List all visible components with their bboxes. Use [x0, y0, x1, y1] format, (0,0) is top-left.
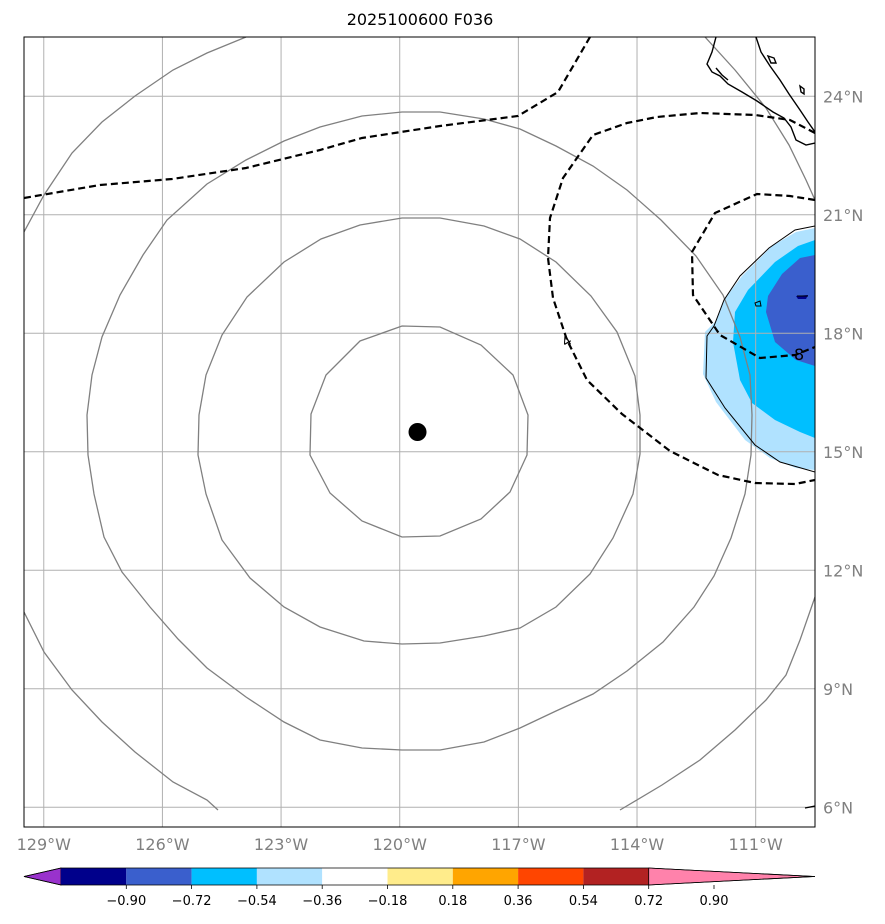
colorbar-segment-0 [61, 868, 127, 885]
lon-label-1: 126°W [135, 835, 190, 854]
colorbar-tick-label-6: 0.36 [504, 894, 533, 909]
colorbar-extend-min [23, 867, 62, 886]
range-ring-2 [197, 217, 641, 645]
storm-center-marker [408, 423, 427, 441]
colorbar-tick-label-9: 0.90 [700, 894, 729, 909]
colorbar-tick-labels: −0.90 −0.72 −0.54 −0.36 −0.18 0.18 0.36 0.54 0.7… [106, 885, 728, 909]
lat-label-2: 18°N [823, 324, 863, 343]
lat-label-4: 12°N [823, 561, 863, 580]
lon-label-2: 123°W [254, 835, 309, 854]
coastline-fragment [715, 67, 729, 81]
colorbar-tick-label-7: 0.54 [569, 894, 598, 909]
lat-label-1: 21°N [823, 206, 863, 225]
shaded-anomaly-field [703, 228, 815, 470]
solid-contours [705, 225, 815, 473]
dashed-contour-north [24, 37, 591, 200]
coastline [706, 37, 815, 809]
lat-label-6: 6°N [823, 798, 853, 817]
colorbar-outline [23, 867, 816, 886]
latitude-labels: 24°N 21°N 18°N 15°N 12°N 9°N 6°N [823, 87, 863, 817]
range-rings [24, 37, 815, 811]
colorbar-segment-2 [191, 868, 257, 885]
lon-label-3: 120°W [373, 835, 428, 854]
colorbar-segment-5 [387, 868, 453, 885]
lon-label-0: 129°W [17, 835, 72, 854]
lon-label-6: 111°W [728, 835, 783, 854]
coastline-mainland [755, 37, 815, 133]
range-ring-4 [24, 37, 247, 233]
shade-royal-blue [766, 255, 815, 366]
island-1 [766, 54, 778, 64]
colorbar-tick-label-8: 0.72 [634, 894, 663, 909]
range-ring-3 [86, 111, 753, 751]
lon-label-5: 114°W [610, 835, 665, 854]
range-ring-4-south [24, 611, 219, 811]
small-contour-ring [754, 300, 762, 307]
map-title: 2025100600 F036 [346, 10, 494, 29]
dashed-contour-4 [546, 111, 815, 486]
colorbar-segment-6 [452, 868, 519, 885]
map-frame [23, 36, 816, 828]
lat-lon-grid [24, 37, 815, 827]
colorbar-tick-label-5: 0.18 [438, 894, 467, 909]
longitude-labels: 129°W 126°W 123°W 120°W 117°W 114°W 111°W [17, 835, 783, 854]
lat-label-3: 15°N [823, 443, 863, 462]
contour-label-8: 8 [794, 345, 804, 364]
colorbar-extend-max [648, 867, 816, 886]
range-ring-1 [309, 325, 529, 538]
solid-contour-edge [705, 225, 815, 473]
range-ring-4-southeast [619, 596, 815, 811]
dashed-contours [24, 37, 815, 486]
colorbar-segment-3 [256, 868, 323, 885]
colorbar-segment-1 [126, 868, 192, 885]
colorbar [23, 867, 816, 886]
colorbar-tick-label-2: −0.54 [237, 894, 277, 909]
colorbar-tick-label-3: −0.36 [302, 894, 342, 909]
colorbar-tick-label-1: −0.72 [172, 894, 212, 909]
colorbar-tick-label-0: −0.90 [106, 894, 146, 909]
colorbar-segment-7 [518, 868, 584, 885]
island-2 [799, 84, 805, 96]
colorbar-tick-label-4: −0.18 [368, 894, 408, 909]
colorbar-segment-4 [322, 868, 388, 885]
coastline-south [804, 805, 815, 809]
lat-label-0: 24°N [823, 87, 863, 106]
lon-label-4: 117°W [491, 835, 546, 854]
lat-label-5: 9°N [823, 680, 853, 699]
range-ring-4-east [704, 37, 815, 201]
colorbar-segment-8 [583, 868, 649, 885]
contour-label-4: 4 [559, 332, 575, 350]
coastline-baja [706, 37, 815, 146]
dashed-contour-8 [690, 192, 815, 360]
